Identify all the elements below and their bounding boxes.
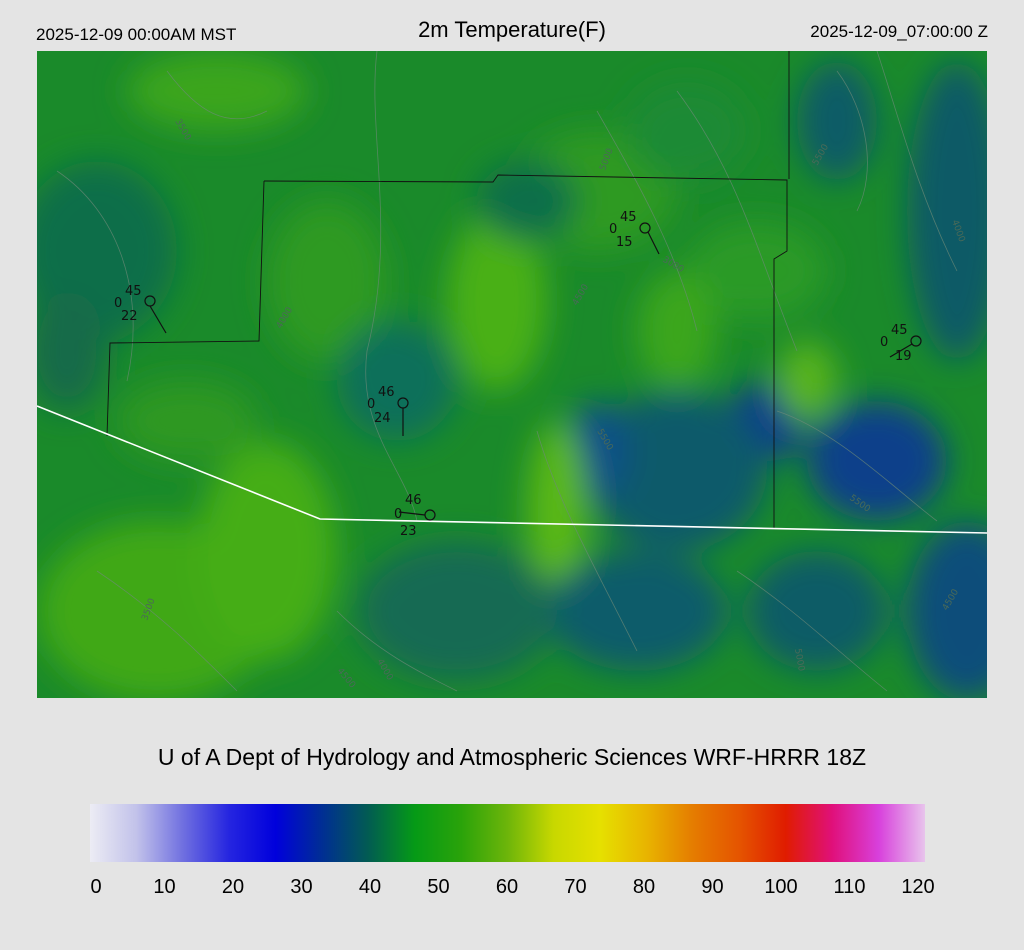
station-value: 0 [114,296,122,311]
colorbar-tick-label: 50 [427,876,450,898]
station-temperature: 46 [378,385,395,400]
station-value: 0 [609,222,617,237]
station-temperature: 46 [405,493,422,508]
station-dewpoint: 19 [895,349,912,364]
colorbar-tick-label: 120 [901,876,935,898]
colorbar-tick-label: 80 [632,876,656,898]
station-temperature: 45 [125,284,142,299]
colorbar-tick-label: 100 [764,876,798,898]
temperature-colorbar [90,804,925,862]
colorbar-tick-label: 60 [495,876,519,898]
station-plot: 45 0 15 [609,210,660,255]
county-boundaries [106,51,790,529]
station-value: 0 [367,397,375,412]
station-value: 0 [394,507,402,522]
station-temperature: 45 [620,210,637,225]
contour-label: 5000 [792,648,806,673]
map-title: 2m Temperature(F) [418,17,606,42]
station-dewpoint: 24 [374,411,391,426]
station-plot: 46 0 24 [367,385,409,436]
local-time: 2025-12-09 00:00AM MST [36,25,237,44]
station-temperature: 45 [891,323,908,338]
colorbar-tick-label: 90 [701,876,724,898]
station-plot: 46 0 23 [394,493,436,539]
station-value: 0 [880,335,888,350]
colorbar-tick-label: 10 [153,876,176,898]
station-dewpoint: 22 [121,309,138,324]
station-dewpoint: 23 [400,524,417,539]
colorbar-tick-label: 20 [221,876,245,898]
terrain-contours [56,51,958,692]
model-credit: U of A Dept of Hydrology and Atmospheric… [157,744,867,770]
temperature-field [37,51,987,698]
colorbar-tick-label: 30 [290,876,313,898]
station-plot: 45 0 19 [880,323,922,364]
station-plot: 45 0 22 [114,284,167,334]
state-border [37,405,987,534]
colorbar-tick-label: 110 [833,876,866,898]
colorbar-tick-label: 0 [90,876,102,898]
utc-time: 2025-12-09_07:00:00 Z [810,22,988,41]
colorbar-tick-label: 70 [564,876,587,898]
station-dewpoint: 15 [616,235,633,250]
temperature-map: 3500 4000 4500 5000 5500 3000 5500 5500 … [37,51,987,698]
colorbar-tick-label: 40 [358,876,382,898]
